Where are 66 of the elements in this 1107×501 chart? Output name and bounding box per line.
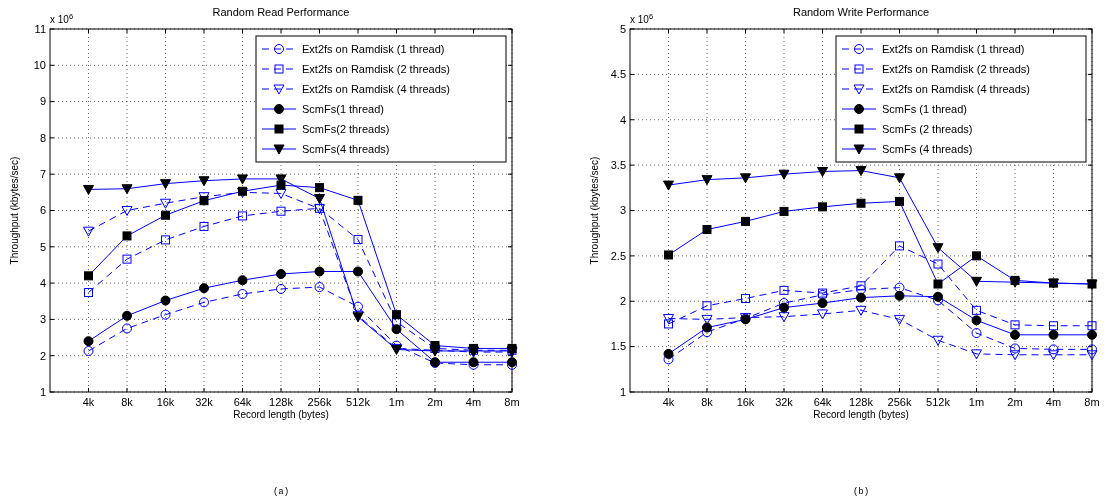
y-axis-title: Throughput (kbytes/sec) [589, 156, 600, 265]
x-tick-label: 4m [465, 396, 482, 408]
x-tick-label: 64k [233, 396, 252, 408]
x-tick-label: 16k [156, 396, 175, 408]
x-tick-label: 4k [662, 396, 675, 408]
y-tick-label: 7 [39, 168, 46, 181]
x-tick-label: 512k [926, 396, 951, 408]
y-tick-label: 3 [619, 204, 626, 217]
y-tick-label: 8 [39, 131, 46, 144]
x-tick-label: 8k [121, 396, 134, 408]
legend-label: ScmFs (2 threads) [882, 122, 973, 135]
x-tick-label: 8k [701, 396, 714, 408]
y-tick-label: 1 [39, 385, 46, 398]
x-tick-label: 2m [427, 396, 443, 408]
y-tick-label: 10 [33, 59, 46, 72]
x-tick-label: 64k [813, 396, 832, 408]
x-tick-label: 32k [775, 396, 794, 408]
legend-label: Ext2fs on Ramdisk (2 threads) [882, 62, 1030, 75]
text: x 10$^{6}$ [50, 11, 74, 25]
y-tick-label: 2 [39, 349, 46, 362]
x-tick-label: 512k [346, 396, 371, 408]
legend-label: Ext2fs on Ramdisk (2 threads) [302, 62, 450, 75]
legend-label: Ext2fs on Ramdisk (4 threads) [882, 82, 1030, 95]
x-tick-label: 256k [887, 396, 912, 408]
legend-label: ScmFs(2 threads) [302, 122, 390, 135]
x-tick-label: 128k [269, 396, 294, 408]
legend-label: Ext2fs on Ramdisk (4 threads) [302, 82, 450, 95]
x-tick-label: 1m [968, 396, 985, 408]
y-tick-label: 2.5 [610, 249, 626, 262]
x-tick-label: 16k [736, 396, 755, 408]
x-axis-title: Record length (bytes) [233, 409, 329, 420]
y-tick-label: 2 [619, 295, 626, 308]
x-axis-title: Record length (bytes) [813, 409, 909, 420]
y-tick-label: 6 [39, 204, 46, 217]
x-tick-label: 1m [388, 396, 405, 408]
x-tick-label: 128k [849, 396, 874, 408]
y-tick-label: 4 [619, 113, 626, 126]
x-tick-label: 8m [1084, 396, 1100, 408]
y-tick-label: 1 [619, 385, 626, 398]
y-axis-title: Throughput (kbytes/sec) [9, 156, 20, 265]
y-tick-label: 1.5 [610, 340, 626, 353]
y-tick-label: 3.5 [610, 158, 626, 171]
y-tick-label: 9 [39, 95, 46, 108]
legend-label: ScmFs(1 thread) [302, 102, 384, 115]
y-tick-label: 11 [34, 22, 46, 35]
y-tick-label: 5 [39, 240, 46, 253]
chart-title: Random Read Performance [212, 6, 350, 18]
legend-label: Ext2fs on Ramdisk (1 thread) [882, 42, 1025, 55]
chart-title: Random Write Performance [792, 6, 930, 18]
text: (a) [272, 487, 290, 497]
text: x 10$^{6}$ [630, 11, 654, 25]
x-tick-label: 2m [1007, 396, 1023, 408]
x-tick-label: 4m [1045, 396, 1062, 408]
y-tick-label: 3 [39, 313, 46, 326]
y-tick-label: 4.5 [610, 68, 626, 81]
legend-label: ScmFs (4 threads) [882, 142, 973, 155]
legend-label: Ext2fs on Ramdisk (1 thread) [302, 42, 445, 55]
x-tick-label: 8m [504, 396, 520, 408]
legend-label: ScmFs(4 threads) [302, 142, 390, 155]
y-tick-label: 4 [39, 276, 46, 289]
x-tick-label: 4k [82, 396, 95, 408]
legend-label: ScmFs (1 thread) [882, 102, 967, 115]
y-tick-label: 5 [619, 22, 626, 35]
text: (b) [852, 487, 870, 497]
x-tick-label: 256k [307, 396, 332, 408]
x-tick-label: 32k [195, 396, 214, 408]
